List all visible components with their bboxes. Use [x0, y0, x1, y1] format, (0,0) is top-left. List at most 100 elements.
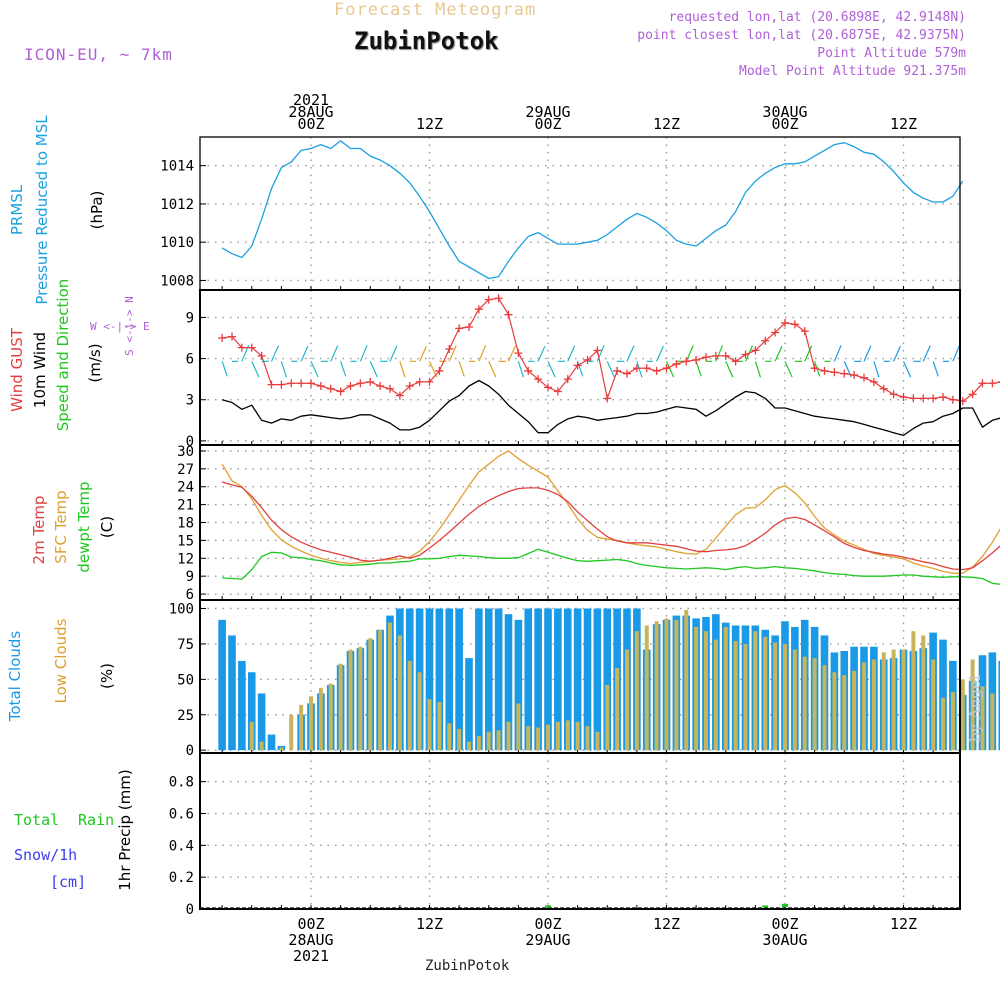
y-tick-label: 15 — [177, 533, 194, 549]
wind-gust-marker — [850, 371, 859, 380]
wind-gust-marker — [316, 382, 325, 391]
low-cloud-bar — [249, 721, 254, 751]
wind-direction-arrow — [458, 361, 465, 377]
low-cloud-bar — [516, 703, 521, 751]
low-cloud-bar — [753, 631, 758, 751]
low-cloud-bar — [437, 702, 442, 751]
bottom-time-label: 28AUG — [288, 931, 333, 949]
wind-gust-marker — [613, 366, 622, 375]
total-cloud-bar — [484, 608, 493, 751]
wind-unit: (m/s) — [86, 343, 104, 382]
low-cloud-bar — [457, 728, 462, 751]
wind-direction-arrow — [478, 345, 487, 362]
total-cloud-bar — [603, 608, 612, 751]
y-tick-label: 24 — [177, 480, 194, 496]
wind-gust-marker — [494, 294, 503, 303]
rain-bar — [782, 903, 788, 907]
wind-gust-marker — [504, 310, 513, 319]
wind-direction-arrow — [359, 345, 368, 362]
wind-gust-marker — [386, 384, 394, 393]
low-cloud-bar — [309, 696, 313, 751]
watermark: by Angel — [966, 675, 984, 742]
location-title: ZubinPotok — [354, 27, 499, 55]
wind-gust-marker — [307, 379, 315, 388]
wind-direction-arrow — [448, 345, 457, 362]
wind-direction-arrow — [310, 361, 319, 378]
wind-direction-arrow — [537, 346, 546, 362]
low-cloud-bar — [595, 731, 600, 751]
total-cloud-bar — [524, 608, 533, 751]
wind-panel: 0 3 6 9 — [186, 294, 1000, 450]
wind-gust-marker — [721, 351, 730, 360]
total-cloud-bar — [583, 608, 592, 751]
wind-gust-marker — [583, 355, 592, 364]
wind-gust-marker — [247, 343, 256, 352]
panel-side-labels: PRMSL Pressure Reduced to MSL (hPa) Wind GU… — [6, 115, 150, 891]
panel-frame — [199, 752, 961, 910]
total-cloud-bar — [247, 672, 256, 751]
wind-gust-marker — [929, 394, 938, 403]
top-time-label: 12Z — [890, 115, 917, 133]
wind-gust-marker — [415, 377, 424, 386]
cloud-low-label: Low Clouds — [52, 618, 70, 703]
wind-10m-series-line — [221, 379, 1000, 437]
low-cloud-bar — [634, 631, 639, 751]
low-cloud-bar — [299, 704, 304, 751]
wind-gust-marker — [346, 382, 355, 391]
low-cloud-bar — [407, 660, 412, 751]
top-time-label: 30AUG — [762, 103, 807, 121]
wind-direction-arrow — [784, 361, 793, 378]
wind-gust-marker — [366, 377, 375, 386]
wind-direction-arrow — [656, 346, 664, 362]
pressure-label-prmsl: PRMSL — [8, 184, 26, 235]
y-tick-label: 27 — [177, 462, 194, 478]
low-cloud-bar — [773, 642, 778, 751]
low-cloud-bar — [546, 724, 550, 751]
wind-direction-arrow — [725, 361, 734, 378]
wind-direction-arrow — [902, 361, 912, 378]
panel-frames — [199, 136, 961, 910]
wind-direction-arrow — [804, 345, 813, 362]
y-tick-label: 75 — [177, 637, 194, 653]
wind-gust-marker — [662, 364, 671, 373]
low-cloud-bar — [802, 656, 807, 751]
total-cloud-bar — [563, 608, 572, 751]
wind-gust-marker — [573, 361, 582, 370]
low-cloud-bar — [931, 659, 936, 751]
low-cloud-bar — [259, 741, 264, 751]
pressure-label-full: Pressure Reduced to MSL — [33, 115, 51, 305]
low-cloud-bar — [862, 662, 866, 751]
wind-gust-marker — [356, 379, 365, 388]
bottom-time-label: 00Z — [297, 915, 324, 933]
compass-we: W <-|-> E — [90, 320, 150, 333]
wind-gust-marker — [889, 390, 898, 399]
low-cloud-bar — [941, 697, 945, 751]
total-cloud-bar — [435, 608, 444, 751]
wind-gust-marker — [465, 323, 473, 332]
low-cloud-bar — [832, 672, 837, 751]
temp-2m-label: 2m Temp — [30, 496, 48, 565]
compass-ns: S <-|-> N — [123, 296, 136, 356]
wind-gust-marker — [790, 320, 799, 329]
wind-gust-marker — [939, 392, 947, 401]
wind-gust-marker — [405, 382, 414, 391]
wind-gust-marker — [524, 366, 533, 375]
rain-bar — [545, 905, 551, 908]
low-cloud-bar — [605, 685, 610, 751]
wind-direction-arrow — [863, 345, 872, 362]
wind-direction-arrow — [922, 345, 931, 362]
low-cloud-bar — [378, 629, 383, 751]
low-cloud-bar — [427, 699, 432, 751]
total-cloud-bar — [544, 608, 552, 751]
y-tick-label: 1014 — [160, 159, 194, 175]
bottom-time-label: 29AUG — [525, 931, 570, 949]
wind-gust-marker — [840, 369, 849, 378]
wind-gust-marker — [692, 355, 701, 364]
wind-direction-arrow — [340, 361, 347, 377]
low-cloud-bar — [763, 636, 768, 751]
low-cloud-bar — [565, 720, 570, 751]
wind-direction-arrow — [873, 361, 880, 378]
y-tick-label: 1010 — [160, 235, 194, 251]
y-tick-label: 0 — [186, 743, 194, 759]
